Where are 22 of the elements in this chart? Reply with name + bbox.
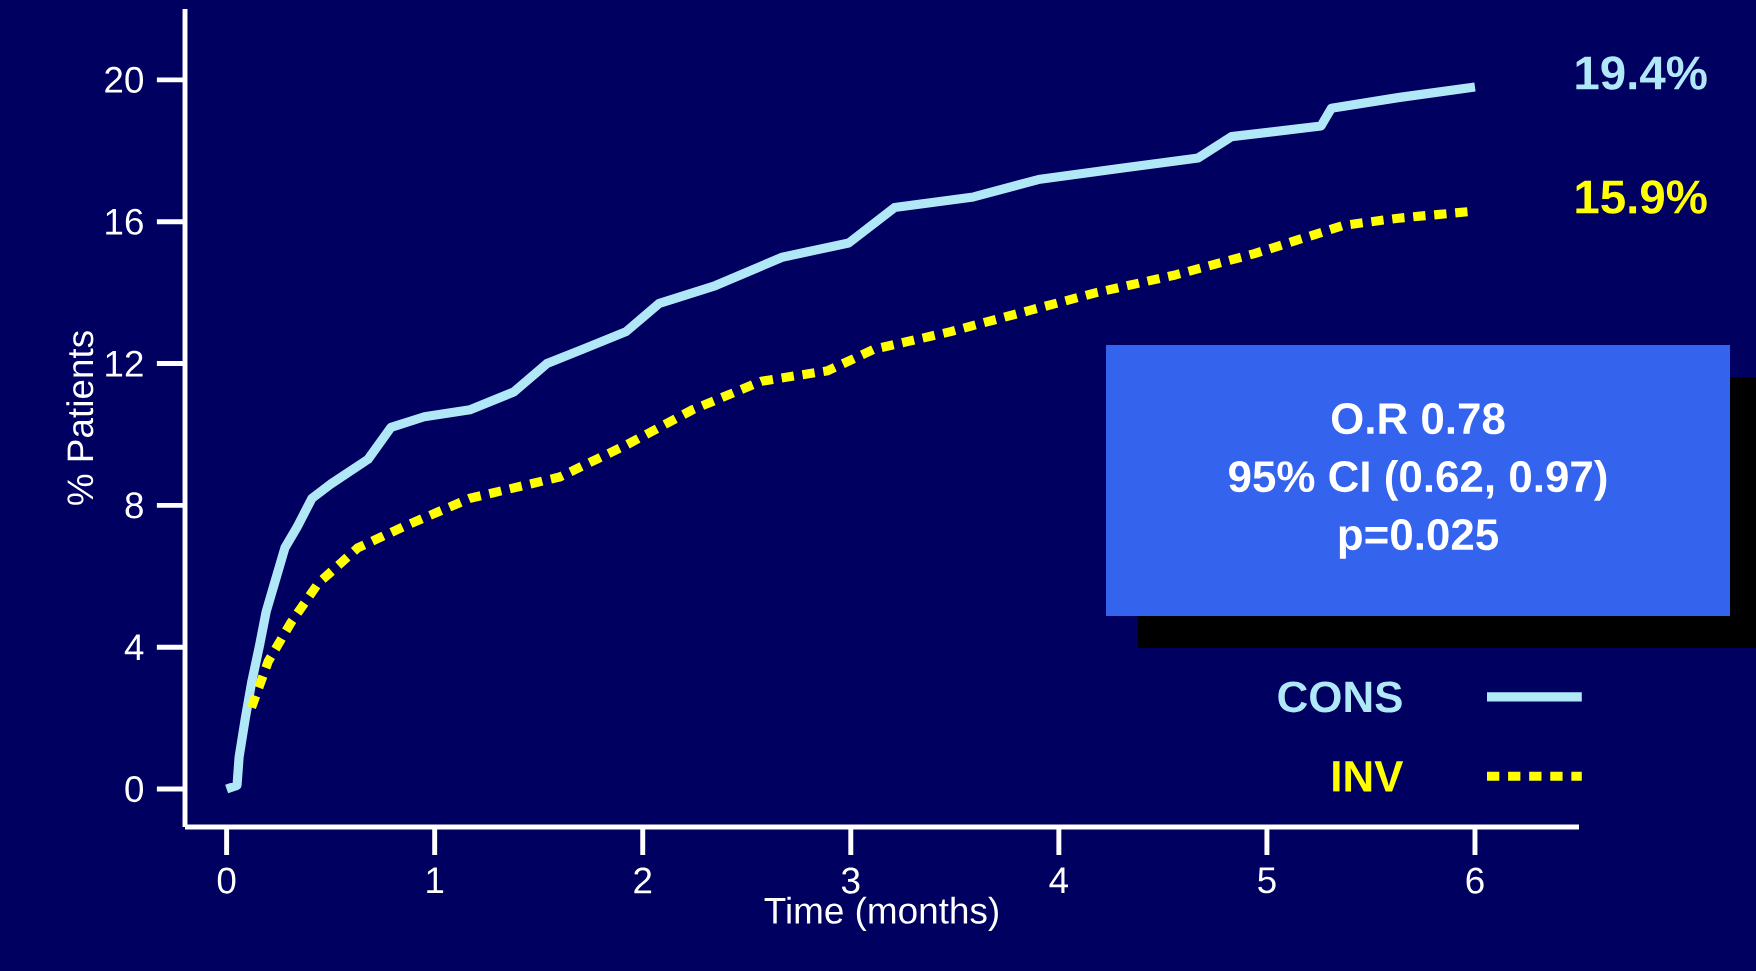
y-tick-label: 16 <box>106 208 143 235</box>
x-axis-title: Time (months) <box>764 896 998 932</box>
annotation: 19.4% <box>1576 56 1707 90</box>
x-tick-label: 0 <box>217 867 236 894</box>
x-tick-label: 1 <box>427 867 444 893</box>
annotation: p=0.025 <box>1339 519 1498 559</box>
y-tick-label: 12 <box>106 350 143 377</box>
y-axis-title: % Patients <box>66 331 94 505</box>
annotation: 15.9% <box>1576 180 1707 214</box>
x-tick-label: 5 <box>1258 867 1276 894</box>
x-tick-label: 6 <box>1466 867 1484 894</box>
y-tick-label: 8 <box>125 492 143 519</box>
x-tick-label: 4 <box>1049 867 1068 893</box>
annotation: O.R 0.78 <box>1331 403 1505 435</box>
y-tick-label: 4 <box>124 634 144 660</box>
y-tick-label: 0 <box>125 776 144 803</box>
x-tick-label: 2 <box>634 867 652 894</box>
y-tick-label: 20 <box>105 66 144 93</box>
x-tick-label: 3 <box>841 867 860 894</box>
annotation: 95% CI (0.62, 0.97) <box>1229 459 1607 501</box>
legend-label: CONS <box>1278 681 1402 713</box>
legend-label: INV <box>1333 761 1404 792</box>
